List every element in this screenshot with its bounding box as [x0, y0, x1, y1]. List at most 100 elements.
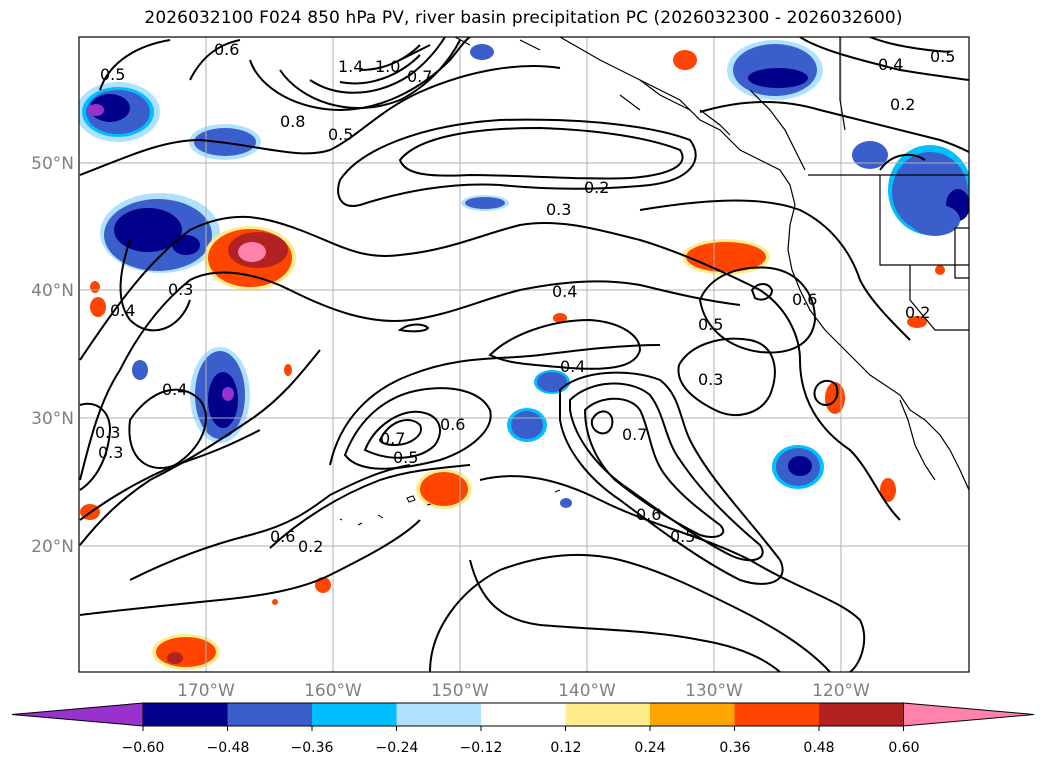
pv-contour	[79, 519, 421, 616]
lon-label: 120°W	[812, 681, 870, 701]
pv-contour-label: 0.3	[546, 200, 571, 219]
pv-contour-label: 0.7	[407, 67, 432, 86]
pv-contour-label: 0.5	[930, 47, 955, 66]
pv-contour	[363, 410, 441, 459]
precip-negative-patch	[852, 141, 969, 236]
pv-contour	[119, 239, 191, 332]
pv-contour-label: 0.4	[162, 380, 187, 399]
precip-negative-patch	[470, 44, 494, 60]
pv-contour-label: 0.4	[110, 301, 135, 320]
colorbar-tick-label: −0.24	[376, 740, 419, 756]
precip-negative-patch	[461, 195, 509, 211]
pv-contour	[488, 318, 642, 370]
colorbar-segment	[481, 703, 566, 726]
pv-contour	[309, 37, 446, 94]
pv-contour	[339, 54, 421, 85]
colorbar	[11, 702, 1035, 731]
pv-contour	[189, 39, 241, 81]
pv-contour	[337, 118, 697, 207]
lon-label: 140°W	[558, 681, 616, 701]
colorbar-tick-label: −0.60	[122, 740, 165, 756]
pv-contour	[79, 215, 901, 521]
pv-contour-label: 0.4	[878, 55, 903, 74]
colorbar-tick-label: −0.48	[207, 740, 250, 756]
precip-positive-patch	[204, 226, 296, 290]
colorbar-frame	[142, 702, 904, 727]
lat-label: 40°N	[31, 281, 74, 301]
precip-negative-patch	[772, 445, 824, 489]
colorbar-segment	[734, 703, 820, 726]
pv-contour	[469, 559, 781, 672]
pv-contour	[799, 37, 969, 81]
pv-contour	[128, 388, 207, 469]
precip-negative-patch	[507, 408, 547, 442]
pv-contour-label: 0.7	[622, 425, 647, 444]
colorbar-tick-label: 0.48	[803, 740, 834, 756]
precip-positive-patch	[416, 469, 472, 509]
colorbar-extend-high	[903, 702, 1035, 727]
graticule	[79, 37, 969, 672]
pv-contours	[79, 37, 969, 672]
pv-contour	[79, 429, 261, 521]
pv-contour-label: 0.6	[636, 505, 661, 524]
precip-negative-patch	[79, 82, 160, 142]
pv-contour	[329, 344, 661, 466]
precip-negative-patch	[132, 360, 148, 380]
pv-contour	[399, 44, 431, 61]
pv-contour	[590, 410, 614, 435]
pv-contour-label: 0.4	[560, 357, 585, 376]
pv-contour	[99, 39, 171, 91]
colorbar-tick-label: 0.36	[719, 740, 750, 756]
colorbar-segment	[565, 703, 651, 726]
map-title: 2026032100 F024 850 hPa PV, river basin …	[144, 8, 903, 28]
pv-contour-label: 0.3	[698, 370, 723, 389]
colorbar-segment	[396, 703, 482, 726]
pv-contour	[750, 283, 774, 301]
pv-contour-label: 0.3	[95, 423, 120, 442]
pv-contour	[343, 387, 492, 470]
lon-label: 160°W	[304, 681, 362, 701]
pv-contour	[129, 464, 411, 581]
pv-contour	[378, 419, 422, 447]
pv-contour	[559, 371, 784, 585]
pv-contour	[879, 153, 926, 171]
pv-contour-label: 0.2	[905, 303, 930, 322]
pv-contour-label: 0.2	[584, 178, 609, 197]
pv-contour	[79, 402, 112, 491]
pv-contour	[398, 126, 684, 180]
pv-contour	[397, 323, 430, 333]
pv-contour	[639, 199, 911, 341]
lon-label: 170°W	[177, 681, 235, 701]
pv-contour	[249, 37, 471, 112]
pv-contour-label: 0.5	[670, 527, 695, 546]
pv-contour-label: 0.6	[792, 290, 817, 309]
latitude-labels: 50°N 40°N 30°N 20°N	[31, 154, 74, 557]
colorbar-segment	[143, 703, 228, 726]
precip-positive-patch	[80, 50, 945, 605]
pv-contour	[869, 37, 951, 53]
pv-contour	[813, 379, 839, 407]
pv-contour-label: 1.0	[375, 57, 400, 76]
pv-contour-label: 0.8	[280, 112, 305, 131]
lat-label: 30°N	[31, 409, 74, 429]
precip-negative-patch	[727, 40, 823, 100]
pv-contour-label: 0.5	[393, 448, 418, 467]
pv-contour-label: 1.4	[338, 57, 363, 76]
pv-contour	[79, 271, 741, 481]
colorbar-segment	[312, 703, 397, 726]
pv-contour	[279, 39, 461, 109]
lon-label: 130°W	[685, 681, 743, 701]
precip-positive-patch	[152, 634, 220, 670]
pv-contour	[698, 266, 817, 354]
colorbar-tick-label: −0.36	[291, 740, 334, 756]
pv-contour	[429, 553, 831, 672]
pv-contour-label: 0.2	[298, 537, 323, 556]
pv-contour-label: 0.6	[270, 527, 295, 546]
map-frame	[78, 36, 970, 673]
colorbar-segment	[819, 703, 904, 726]
pv-contour	[359, 44, 421, 71]
pv-contour-label: 0.5	[328, 125, 353, 144]
pv-contour-label: 0.5	[100, 65, 125, 84]
pv-contour	[677, 337, 776, 416]
